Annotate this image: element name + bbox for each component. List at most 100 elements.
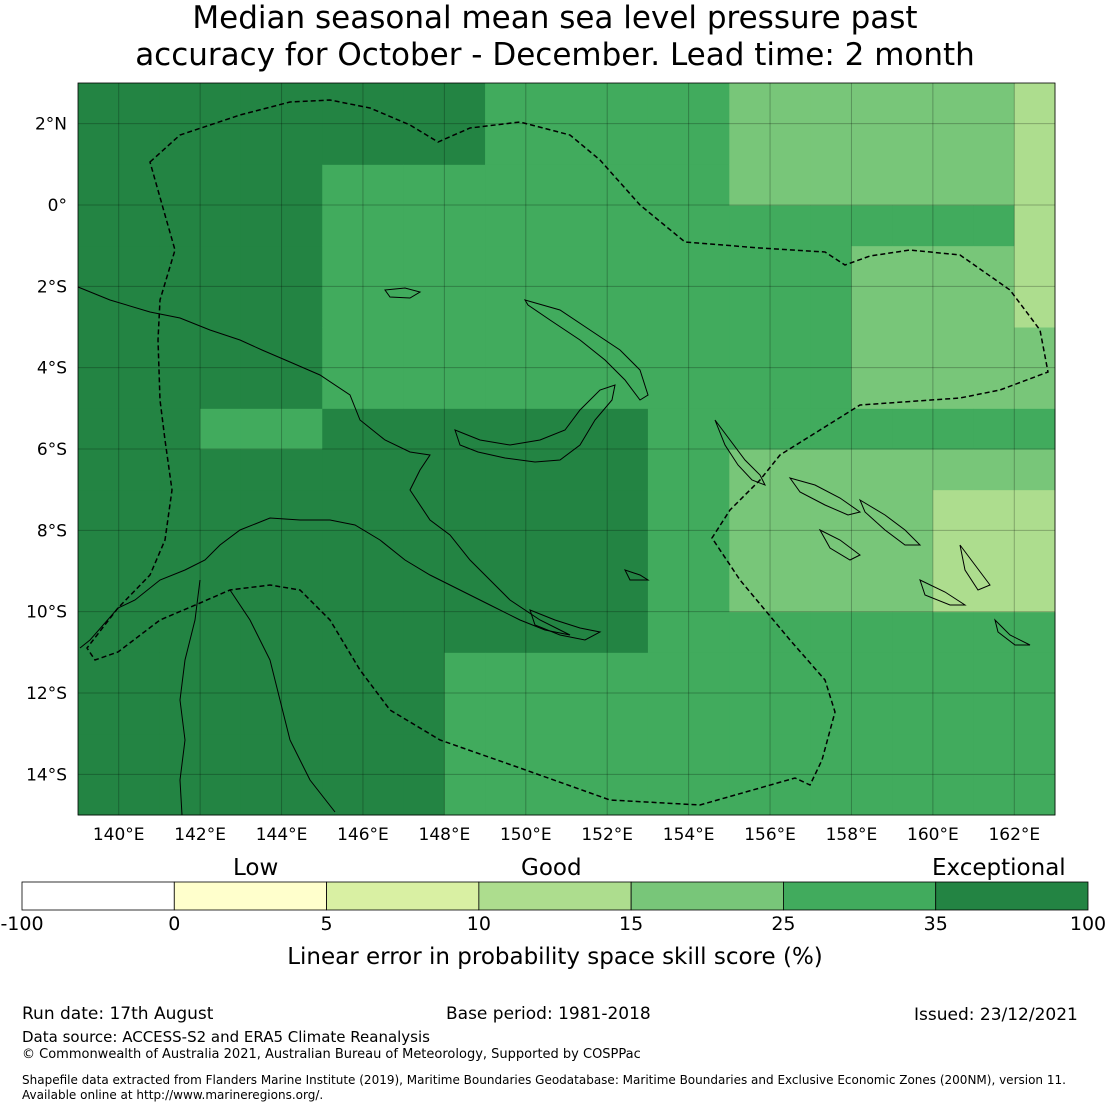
- skill-cell: [810, 571, 852, 613]
- skill-cell: [78, 408, 120, 450]
- skill-cell: [362, 408, 405, 450]
- coastlines: [77, 286, 1031, 816]
- skill-cell: [892, 489, 934, 531]
- skill-cell: [362, 693, 405, 735]
- skill-cell: [647, 774, 690, 816]
- skill-cell: [362, 449, 405, 491]
- skill-cell: [892, 408, 934, 450]
- skill-cell: [362, 571, 405, 613]
- skill-cell: [1014, 205, 1056, 247]
- skill-cell: [78, 286, 120, 328]
- skill-cell: [485, 245, 527, 287]
- skill-cell: [403, 530, 445, 572]
- eez-boundaries: [86, 99, 1049, 806]
- skill-cell: [973, 693, 1015, 735]
- lon-tick-label: 146°E: [337, 825, 389, 845]
- skill-cell: [566, 774, 608, 816]
- skill-cell: [729, 774, 771, 816]
- skill-cell: [892, 693, 934, 735]
- skill-cell: [525, 733, 567, 775]
- skill-cell: [200, 286, 242, 328]
- skill-cell: [240, 205, 283, 247]
- data-source: Data source: ACCESS-S2 and ERA5 Climate …: [22, 1028, 430, 1046]
- skill-cell: [851, 571, 893, 613]
- skill-cell: [973, 367, 1015, 409]
- skill-cell: [729, 164, 771, 206]
- skill-cell: [444, 530, 486, 572]
- skill-cell: [362, 123, 405, 165]
- issued-date: Issued: 23/12/2021: [914, 1005, 1078, 1025]
- skill-cell: [362, 530, 405, 572]
- skill-cell: [566, 449, 608, 491]
- lon-tick-label: 152°E: [581, 825, 633, 845]
- skill-cell: [932, 733, 975, 775]
- skill-cell: [78, 83, 120, 125]
- skill-cell: [159, 245, 201, 287]
- skill-cell: [362, 489, 405, 531]
- skill-cell: [281, 205, 323, 247]
- skill-cell: [607, 327, 649, 369]
- skill-cell: [647, 489, 690, 531]
- skill-cell: [647, 733, 690, 775]
- skill-cell: [566, 205, 608, 247]
- skill-cell: [485, 611, 527, 653]
- skill-cell: [200, 733, 242, 775]
- skill-cell: [444, 693, 486, 735]
- skill-cell: [403, 205, 445, 247]
- skill-cell: [403, 286, 445, 328]
- skill-cell: [322, 164, 364, 206]
- skill-cell: [281, 123, 323, 165]
- skill-cell: [729, 733, 771, 775]
- skill-cell: [688, 164, 730, 206]
- skill-cell: [322, 571, 364, 613]
- skill-cell: [322, 245, 364, 287]
- skill-cell: [281, 286, 323, 328]
- skill-cell: [932, 367, 975, 409]
- skill-cell: [810, 733, 852, 775]
- skill-cell: [973, 489, 1015, 531]
- skill-cell: [362, 652, 405, 694]
- skill-cell: [200, 449, 242, 491]
- skill-cell: [525, 245, 567, 287]
- skill-cell: [485, 489, 527, 531]
- skill-cell: [322, 530, 364, 572]
- skill-cell: [403, 733, 445, 775]
- skill-cell: [1014, 652, 1056, 694]
- skill-cell: [118, 449, 160, 491]
- skill-cell: [892, 286, 934, 328]
- skill-cell: [200, 205, 242, 247]
- solomon-island-1: [788, 477, 862, 516]
- skill-cell: [770, 774, 812, 816]
- colorbar: [21, 881, 1089, 911]
- skill-cell: [78, 123, 120, 165]
- skill-cell: [403, 652, 445, 694]
- lat-tick-label: 2°N: [35, 115, 67, 135]
- skill-cell: [647, 164, 690, 206]
- skill-cell: [1014, 611, 1056, 653]
- skill-cell: [810, 449, 852, 491]
- skill-cell: [932, 611, 975, 653]
- skill-cell: [770, 245, 812, 287]
- skill-cell: [78, 693, 120, 735]
- skill-cell: [1014, 286, 1056, 328]
- skill-cell: [362, 286, 405, 328]
- skill-cell: [810, 245, 852, 287]
- skill-cell: [810, 530, 852, 572]
- skill-cell: [322, 367, 364, 409]
- skill-cell: [932, 693, 975, 735]
- skill-cell: [403, 327, 445, 369]
- skill-cell: [566, 611, 608, 653]
- skill-cell: [322, 123, 364, 165]
- skill-cell: [647, 245, 690, 287]
- skill-cell: [322, 327, 364, 369]
- skill-cell: [485, 123, 527, 165]
- skill-cell: [444, 774, 486, 816]
- skill-cell: [770, 205, 812, 247]
- skill-grid: [78, 83, 1056, 816]
- colorbar-segment: [630, 881, 784, 911]
- skill-cell: [566, 123, 608, 165]
- skill-cell: [362, 367, 405, 409]
- latitude-labels: 2°N 0° 2°S 4°S 6°S 8°S 10°S 12°S 14°S: [26, 115, 67, 786]
- skill-cell: [159, 123, 201, 165]
- skill-cell: [770, 83, 812, 125]
